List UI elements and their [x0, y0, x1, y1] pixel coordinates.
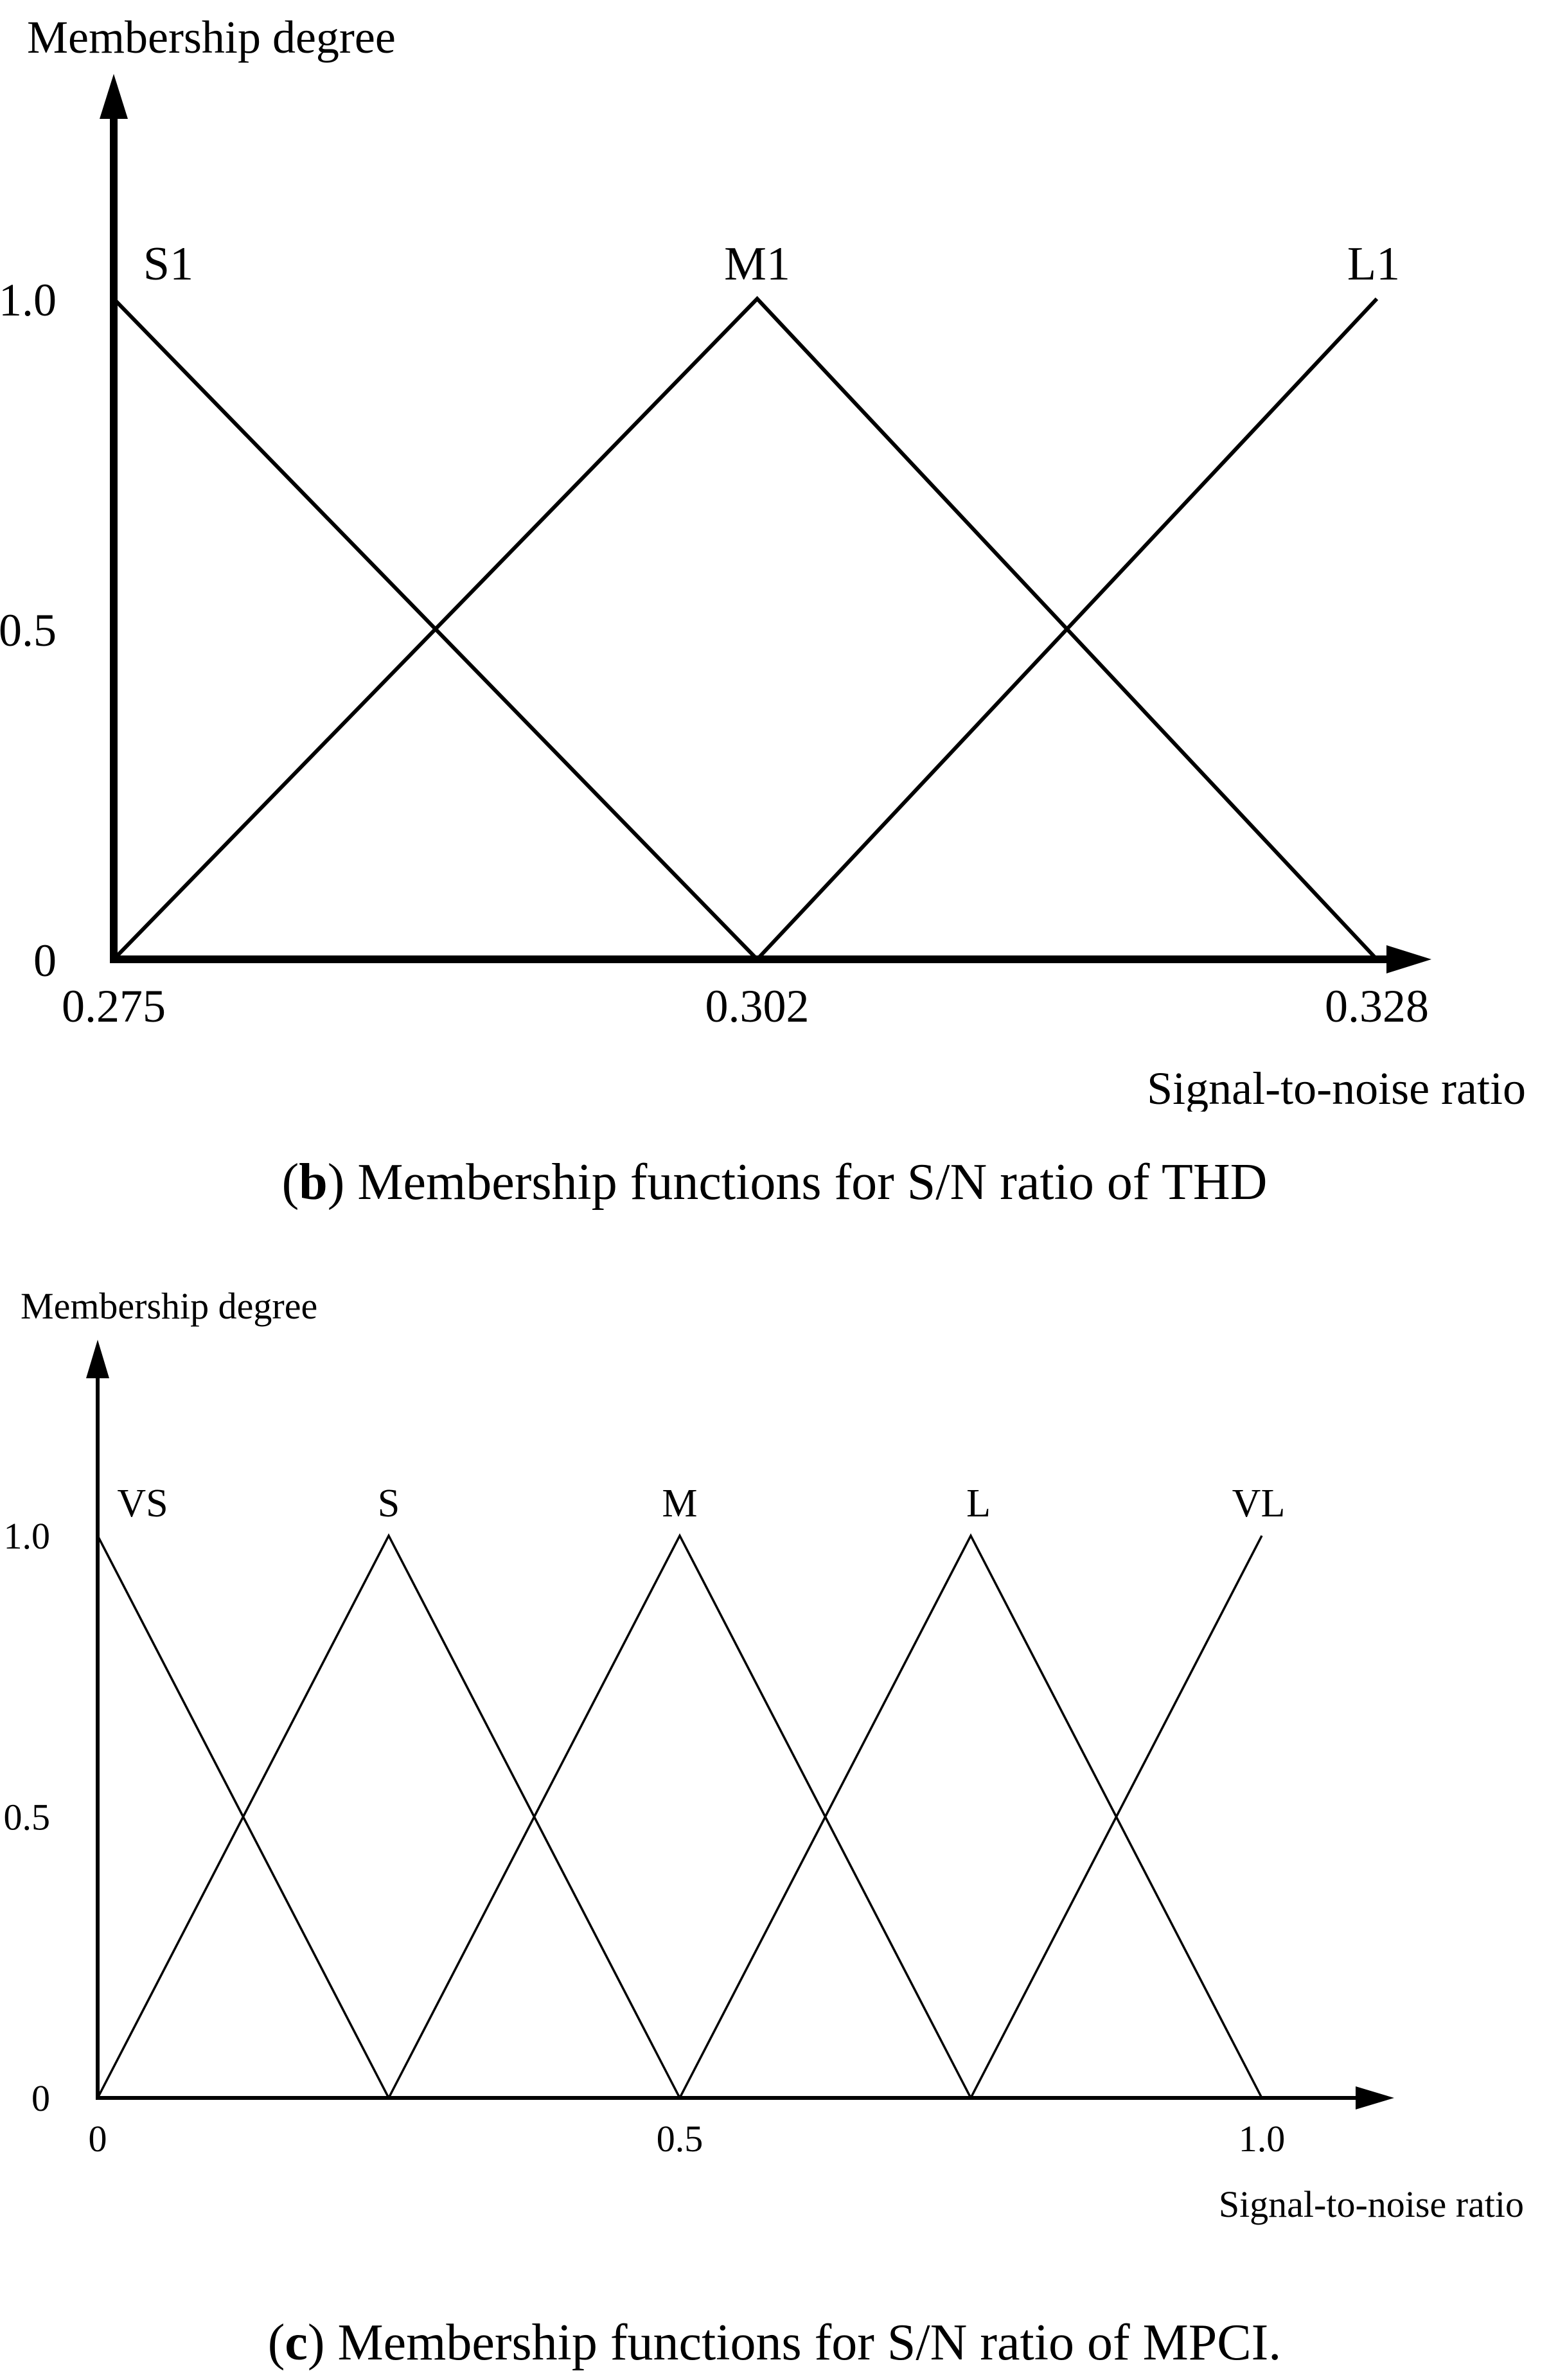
chart-c-caption-text: ) Membership functions for S/N ratio of … — [307, 2314, 1282, 2371]
chart-c-xlabel: Signal-to-noise ratio — [1219, 2183, 1524, 2225]
chart-c-series-vs-label: VS — [117, 1482, 168, 1525]
chart-b-series-l1-line — [756, 297, 1379, 961]
chart-c-series-m-line — [387, 1533, 972, 2099]
chart-c-x-tick-label: 0 — [89, 2118, 107, 2160]
chart-c-y-tick-label: 1.0 — [4, 1515, 51, 1557]
chart-b-caption-letter: b — [299, 1154, 328, 1211]
chart-c-x-tick-label: 1.0 — [1239, 2118, 1286, 2160]
chart-b-x-tick-label: 0.328 — [1325, 981, 1429, 1032]
chart-b-ylabel: Membership degree — [27, 12, 396, 63]
chart-b-y-tick-label: 0 — [33, 935, 57, 986]
chart-c-x-axis-arrow-icon — [1356, 2086, 1394, 2109]
chart-b-x-tick-label: 0.275 — [62, 981, 166, 1032]
chart-c-y-tick-label: 0.5 — [4, 1797, 51, 1838]
chart-b-xlabel: Signal-to-noise ratio — [1147, 1063, 1526, 1112]
chart-c-series-s-label: S — [378, 1482, 400, 1525]
chart-c-ylabel: Membership degree — [21, 1285, 317, 1327]
chart-c-y-axis-arrow-icon — [86, 1340, 109, 1378]
chart-b-series-l1-label: L1 — [1347, 238, 1400, 290]
chart-c-series-l-line — [678, 1533, 1263, 2099]
chart-c-series-vl-line — [969, 1535, 1263, 2099]
chart-c-series-s-line — [96, 1533, 681, 2099]
chart-b-series-s1-label: S1 — [143, 238, 193, 290]
chart-panel-c: Membership degree Signal-to-noise ratio 0 0… — [0, 1272, 1549, 2380]
chart-b-x-axis-arrow-icon — [1386, 945, 1431, 973]
chart-panel-b: Membership degree Signal-to-noise ratio 0 0… — [0, 12, 1526, 1211]
chart-c-series-m-label: M — [662, 1482, 697, 1525]
chart-b-y-axis-arrow-icon — [100, 74, 128, 119]
chart-b-x-tick-label: 0.302 — [705, 981, 810, 1032]
chart-c-series-l-label: L — [966, 1482, 991, 1525]
chart-b-series-m1-line — [112, 296, 1379, 961]
chart-c-y-tick-label: 0 — [31, 2077, 50, 2119]
chart-b-caption: (b) Membership functions for S/N ratio o… — [0, 1150, 1549, 1214]
chart-c-caption-open: ( — [267, 2314, 285, 2371]
chart-c-series-vl-label: VL — [1232, 1482, 1286, 1525]
chart-c-caption-letter: c — [285, 2314, 308, 2371]
chart-c-x-tick-label: 0.5 — [657, 2118, 704, 2160]
chart-c-caption: (c) Membership functions for S/N ratio o… — [0, 2311, 1549, 2375]
chart-b-series-m1-label: M1 — [724, 238, 790, 290]
chart-b-caption-text: ) Membership functions for S/N ratio of … — [327, 1154, 1268, 1211]
chart-b-y-tick-label: 1.0 — [0, 274, 57, 326]
chart-b-caption-open: ( — [281, 1154, 299, 1211]
chart-b-y-tick-label: 0.5 — [0, 605, 57, 656]
